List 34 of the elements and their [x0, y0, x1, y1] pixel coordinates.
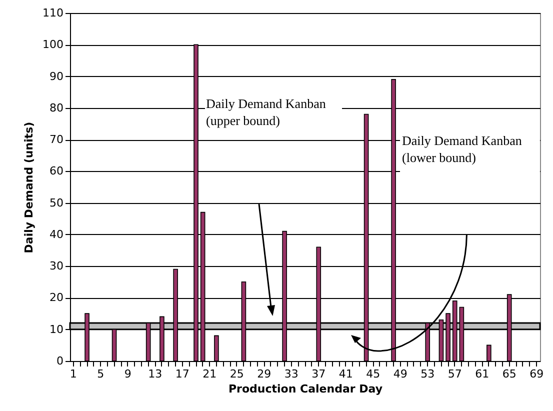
x-tick-label: 1: [70, 368, 77, 380]
y-tick-label: 30: [50, 260, 64, 273]
y-tick-label: 40: [50, 228, 64, 241]
x-tick-label: 25: [230, 368, 244, 380]
x-tick-label: 13: [148, 368, 162, 380]
x-tick-label: 49: [393, 368, 408, 380]
x-tick-label: 61: [475, 368, 490, 380]
x-tick-label: 65: [502, 368, 516, 380]
x-tick-label: 45: [366, 368, 380, 380]
x-tick-label: 9: [124, 368, 132, 380]
annotation: Daily Demand Kanban (lower bound): [402, 133, 522, 165]
x-tick-label: 37: [312, 368, 326, 380]
y-axis-title: Daily Demand (units): [22, 122, 36, 254]
y-tick-label: 80: [50, 101, 64, 114]
x-tick-label: 5: [97, 368, 104, 380]
y-tick-label: 50: [50, 196, 64, 210]
y-tick-label: 110: [42, 6, 64, 20]
x-tick-label: 57: [448, 368, 462, 380]
y-tick-label: 70: [50, 133, 64, 146]
y-tick-label: 0: [56, 354, 64, 368]
x-tick-label: 29: [257, 368, 272, 380]
y-tick-label: 10: [50, 322, 64, 336]
x-tick-label: 21: [202, 368, 217, 380]
x-tick-label: 53: [420, 368, 435, 380]
x-axis-title: Production Calendar Day: [228, 382, 383, 396]
y-tick-label: 100: [42, 38, 64, 52]
annotation: Daily Demand Kanban (upper bound): [206, 96, 326, 128]
y-tick-label: 20: [50, 291, 64, 304]
x-tick-label: 33: [284, 368, 298, 380]
y-tick-label: 90: [50, 70, 64, 83]
y-tick-label: 60: [50, 164, 64, 178]
x-tick-label: 41: [338, 368, 353, 380]
x-tick-label: 69: [530, 368, 544, 380]
x-tick-label: 17: [175, 368, 190, 380]
